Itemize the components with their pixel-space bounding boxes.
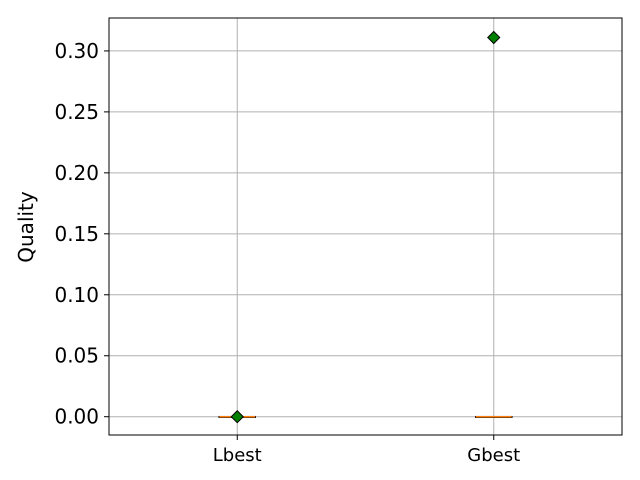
x-tick-label: Gbest xyxy=(467,445,520,466)
grid-lines xyxy=(109,18,622,435)
x-axis-ticks: Lbest Gbest xyxy=(213,435,520,466)
y-tick-label: 0.20 xyxy=(54,161,99,185)
y-axis-ticks: 0.00 0.05 0.10 0.15 0.20 0.25 0.30 xyxy=(54,39,109,429)
box-lbest xyxy=(218,410,256,424)
mean-marker xyxy=(230,410,244,424)
box-gbest xyxy=(475,30,513,418)
x-tick-label: Lbest xyxy=(213,445,262,466)
y-tick-label: 0.25 xyxy=(54,100,99,124)
plot-frame xyxy=(108,17,623,436)
mean-marker xyxy=(487,30,501,45)
y-tick-label: 0.10 xyxy=(54,283,99,307)
y-tick-label: 0.30 xyxy=(54,39,99,63)
y-tick-label: 0.00 xyxy=(54,405,99,429)
y-tick-label: 0.15 xyxy=(54,222,99,246)
boxes xyxy=(218,30,513,424)
y-tick-label: 0.05 xyxy=(54,344,99,368)
y-axis-label: Quality xyxy=(14,191,38,263)
